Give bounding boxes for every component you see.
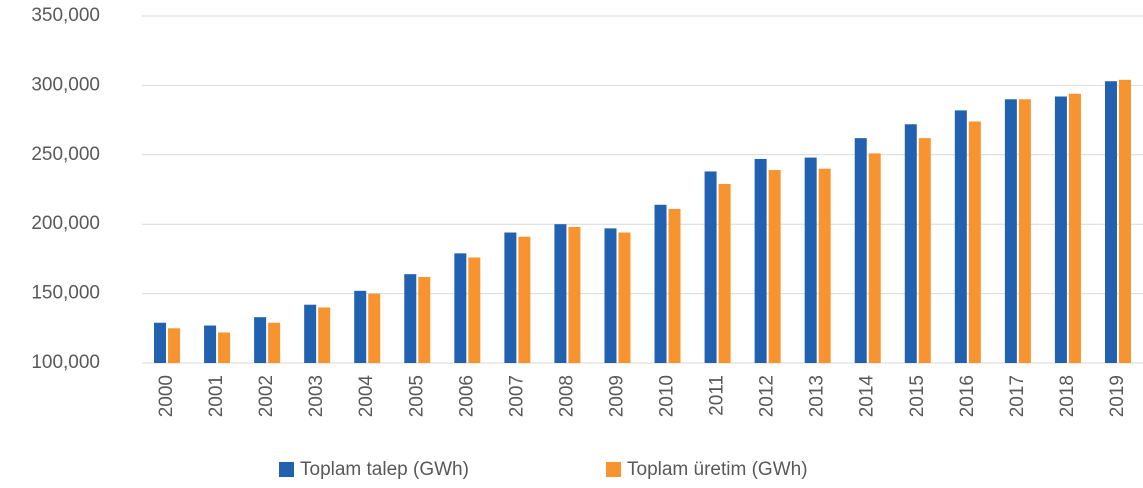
x-tick-label: 2000 — [156, 375, 177, 417]
bar — [968, 121, 981, 363]
x-tick-label: 2016 — [957, 375, 978, 417]
bar — [518, 236, 531, 363]
x-tick-label: 2008 — [556, 375, 577, 417]
x-tick-label: 2010 — [657, 375, 678, 417]
x-tick-label: 2013 — [807, 375, 828, 417]
bar — [1054, 96, 1067, 363]
bar — [668, 208, 681, 363]
bar — [904, 124, 917, 363]
bar — [1104, 81, 1117, 364]
bar — [754, 158, 767, 363]
y-tick-label: 150,000 — [31, 283, 100, 304]
bar — [268, 322, 281, 363]
bar — [654, 204, 667, 363]
legend-label: Toplam talep (GWh) — [300, 459, 469, 480]
bar — [768, 170, 781, 363]
bar — [304, 304, 317, 363]
bar — [568, 226, 581, 363]
bar — [368, 293, 381, 363]
x-tick-label: 2004 — [356, 375, 377, 418]
x-tick-label: 2015 — [907, 375, 928, 417]
bar — [218, 332, 231, 363]
bar — [254, 317, 267, 363]
x-tick-label: 2001 — [206, 375, 227, 417]
bar — [804, 157, 817, 363]
x-tick-label: 2002 — [256, 375, 277, 417]
bar — [468, 257, 481, 363]
bar — [454, 253, 467, 363]
x-tick-label: 2018 — [1057, 375, 1078, 417]
legend-swatch — [279, 462, 294, 477]
y-tick-label: 250,000 — [31, 144, 100, 165]
y-tick-label: 100,000 — [31, 352, 100, 373]
bar — [354, 290, 367, 363]
bar — [318, 307, 331, 363]
bar — [918, 138, 931, 363]
bar — [954, 110, 967, 363]
bar — [1118, 79, 1131, 364]
bar — [204, 325, 217, 363]
bar — [868, 153, 881, 363]
x-tick-label: 2014 — [857, 375, 878, 418]
bar — [604, 228, 617, 363]
x-tick-label: 2009 — [606, 375, 627, 417]
x-tick-label: 2011 — [707, 375, 728, 416]
x-tick-label: 2005 — [406, 375, 427, 417]
bar — [1004, 99, 1017, 363]
bar — [618, 232, 631, 363]
x-tick-label: 2012 — [757, 375, 778, 417]
bar — [404, 274, 417, 363]
bar — [818, 168, 831, 363]
x-tick-label: 2017 — [1007, 375, 1028, 417]
bar — [504, 232, 517, 363]
x-tick-label: 2003 — [306, 375, 327, 417]
y-tick-label: 200,000 — [31, 213, 100, 234]
bar — [154, 322, 167, 363]
bar — [418, 276, 431, 363]
bar — [554, 224, 567, 363]
x-tick-label: 2007 — [506, 375, 527, 417]
bar — [168, 328, 181, 363]
legend-label: Toplam üretim (GWh) — [627, 459, 808, 480]
bar — [1068, 93, 1081, 363]
bar — [854, 138, 867, 363]
x-tick-label: 2006 — [456, 375, 477, 417]
bar — [718, 183, 731, 363]
x-tick-label: 2019 — [1107, 375, 1128, 417]
legend-swatch — [606, 462, 621, 477]
bar — [1018, 99, 1031, 363]
bar — [704, 171, 717, 363]
y-tick-label: 300,000 — [31, 74, 100, 95]
y-tick-label: 350,000 — [31, 5, 100, 26]
